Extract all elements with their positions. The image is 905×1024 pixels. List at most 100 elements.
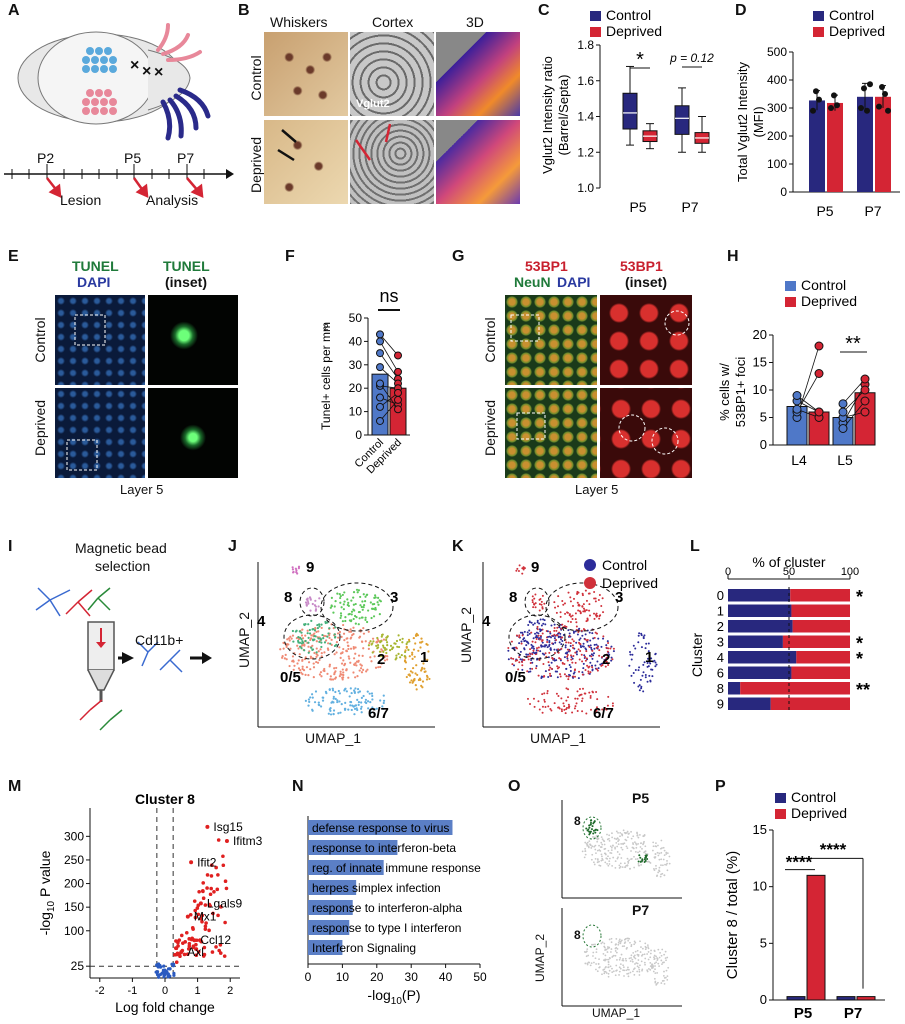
volcano-point (187, 944, 192, 948)
umap-point (537, 674, 540, 677)
umap-point (624, 866, 627, 869)
umap-point (565, 641, 568, 644)
umap-point (610, 937, 613, 940)
umap-point (413, 655, 416, 658)
umap-point (563, 708, 566, 711)
umap-point (572, 646, 575, 649)
y-tick-label: 1.2 (577, 145, 594, 159)
umap-point (611, 967, 613, 970)
pair-line (842, 389, 866, 413)
umap-point (588, 645, 591, 648)
umap-point (593, 597, 596, 600)
umap-point (594, 828, 597, 831)
cluster-label: 1 (645, 649, 653, 666)
53bp1-control-image (505, 295, 597, 385)
umap-point (600, 942, 603, 945)
cluster-label: 9 (306, 559, 314, 576)
umap-point (655, 663, 658, 666)
umap-point (564, 612, 567, 615)
umap-point (537, 649, 540, 652)
umap-point (557, 635, 560, 638)
legend-swatch (785, 281, 796, 291)
umap-point (364, 640, 367, 643)
umap-point (354, 676, 357, 679)
umap-point (614, 947, 617, 950)
umap-point (653, 956, 655, 959)
umap-point (636, 949, 639, 952)
umap-point (658, 869, 660, 872)
umap-point (574, 651, 577, 654)
panel-i-letter: I (8, 538, 13, 555)
legend-swatch (785, 297, 796, 307)
umap-point (600, 853, 603, 856)
umap-point (592, 861, 595, 864)
umap-point (600, 841, 603, 844)
umap-point (652, 845, 655, 848)
umap-point (578, 687, 581, 690)
umap-point (657, 948, 660, 951)
sig-star: * (856, 634, 863, 654)
e-head-tunel2: TUNEL (163, 258, 210, 274)
umap-point (534, 602, 537, 605)
sig-star: ** (856, 680, 870, 700)
umap-point (531, 640, 534, 643)
umap-point (563, 663, 566, 666)
umap-point (589, 823, 592, 826)
umap-point (367, 609, 370, 612)
tunel-inset-boxes (66, 314, 106, 471)
umap-point (292, 668, 295, 671)
umap-point (377, 666, 380, 669)
umap-point (349, 647, 353, 650)
umap-point (668, 855, 671, 858)
umap-point (660, 858, 663, 861)
umap-point (528, 652, 531, 655)
3d-control-image (436, 32, 520, 116)
umap-point (601, 663, 604, 666)
umap-point (414, 642, 417, 645)
umap-point (330, 643, 333, 646)
umap-point (543, 619, 546, 622)
panel-m-letter: M (8, 778, 22, 795)
panel-h-letter: H (727, 248, 739, 265)
umap-point (581, 850, 584, 853)
y-tick-label: 0 (355, 428, 362, 442)
panel-l-letter: L (690, 538, 700, 555)
umap-point (563, 625, 566, 628)
umap-point (663, 970, 665, 973)
umap-point (559, 632, 562, 635)
umap-point (513, 646, 516, 649)
volcano-point (168, 974, 172, 978)
umap-point (605, 646, 608, 649)
umap-point (601, 941, 604, 944)
umap-point (619, 862, 622, 865)
deprived-point (394, 405, 402, 414)
umap-point (289, 647, 292, 650)
umap-point (307, 704, 310, 707)
umap-point (660, 959, 663, 962)
umap-point (412, 666, 415, 670)
umap-point (315, 655, 318, 659)
umap-point (374, 666, 378, 669)
control-point (792, 404, 802, 414)
umap-point (620, 833, 623, 835)
umap-point (559, 673, 562, 676)
umap-point (592, 951, 595, 954)
volcano-point (201, 896, 206, 901)
umap-point (333, 644, 337, 648)
volcano-point (208, 892, 213, 897)
y-tick-label: 50 (349, 311, 363, 325)
bar-deprived (792, 620, 850, 633)
umap-point (352, 596, 355, 599)
g-head-inset: (inset) (625, 274, 667, 290)
umap-point (291, 629, 295, 633)
volcano-point (155, 963, 159, 967)
volcano-point (162, 975, 166, 979)
umap-point (608, 834, 611, 837)
umap-point (317, 701, 320, 704)
umap-point (593, 643, 596, 646)
x-tick-label: 100 (841, 566, 859, 578)
umap-point (628, 664, 631, 667)
